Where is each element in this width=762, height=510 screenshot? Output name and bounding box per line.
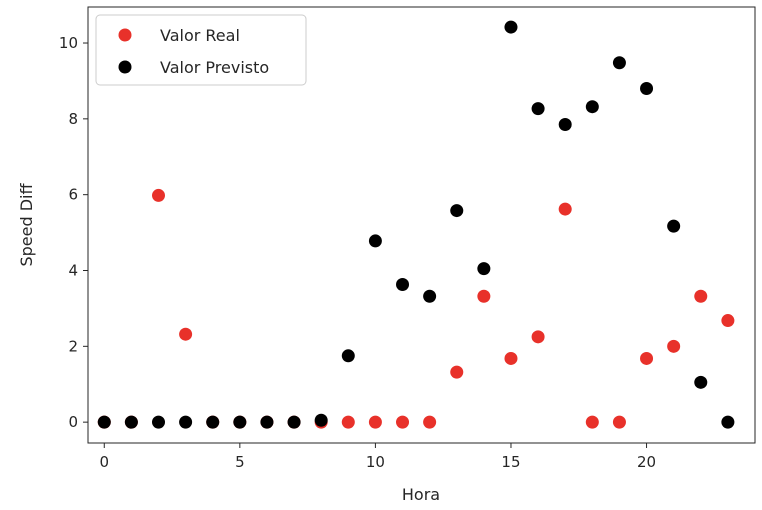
x-tick-label: 15 — [501, 453, 520, 471]
legend-label: Valor Real — [160, 26, 240, 45]
x-tick-label: 0 — [99, 453, 109, 471]
x-tick-label: 10 — [366, 453, 385, 471]
data-point — [423, 289, 437, 303]
legend-marker — [118, 60, 132, 74]
data-point — [260, 415, 274, 429]
data-point — [314, 413, 328, 427]
data-point — [477, 289, 491, 303]
data-point — [341, 349, 355, 363]
data-point — [531, 102, 545, 116]
data-point — [721, 415, 735, 429]
data-point — [585, 100, 599, 114]
y-tick-label: 10 — [59, 34, 78, 52]
data-point — [152, 415, 165, 429]
data-point — [124, 415, 138, 429]
data-point — [152, 188, 165, 202]
plot-area-frame — [87, 6, 756, 444]
data-point — [368, 234, 382, 248]
data-point — [667, 219, 681, 233]
data-point — [558, 202, 572, 216]
legend-items: Valor Real Valor Previsto — [118, 26, 269, 77]
data-point — [396, 415, 410, 429]
data-point — [612, 415, 626, 429]
data-point — [640, 82, 654, 96]
data-point — [721, 314, 735, 328]
data-point — [97, 415, 111, 429]
x-tick-label: 5 — [235, 453, 245, 471]
data-point — [694, 375, 708, 389]
data-point — [423, 415, 437, 429]
data-point — [179, 415, 193, 429]
y-tick-label: 4 — [68, 261, 78, 279]
y-axis-label: Speed Diff — [17, 183, 36, 267]
series-layer — [97, 20, 735, 429]
legend: Valor Real Valor Previsto — [95, 14, 307, 86]
y-tick-label: 2 — [68, 337, 78, 355]
legend-marker — [118, 28, 132, 42]
data-point — [667, 339, 681, 353]
y-axis: 0 2 4 6 8 10 — [59, 34, 88, 431]
series-0 — [97, 188, 735, 429]
legend-box — [95, 14, 307, 86]
data-point — [368, 415, 382, 429]
data-point — [504, 351, 518, 365]
y-tick-label: 8 — [68, 110, 78, 128]
data-point — [558, 118, 572, 132]
series-1 — [97, 20, 735, 429]
data-point — [206, 415, 220, 429]
x-axis: 0 5 10 15 20 — [99, 443, 656, 471]
legend-label: Valor Previsto — [160, 58, 269, 77]
data-point — [233, 415, 247, 429]
data-point — [341, 415, 355, 429]
y-tick-label: 6 — [68, 186, 78, 204]
data-point — [477, 262, 491, 276]
data-point — [640, 351, 654, 365]
data-point — [531, 330, 545, 344]
data-point — [179, 327, 193, 341]
x-tick-label: 20 — [637, 453, 656, 471]
data-point — [585, 415, 599, 429]
y-tick-label: 0 — [68, 413, 78, 431]
data-point — [287, 415, 301, 429]
data-point — [504, 20, 518, 34]
data-point — [612, 56, 626, 70]
data-point — [694, 289, 708, 303]
data-point — [450, 365, 464, 379]
data-point — [450, 204, 464, 218]
data-point — [396, 278, 410, 292]
x-axis-label: Hora — [402, 485, 440, 504]
